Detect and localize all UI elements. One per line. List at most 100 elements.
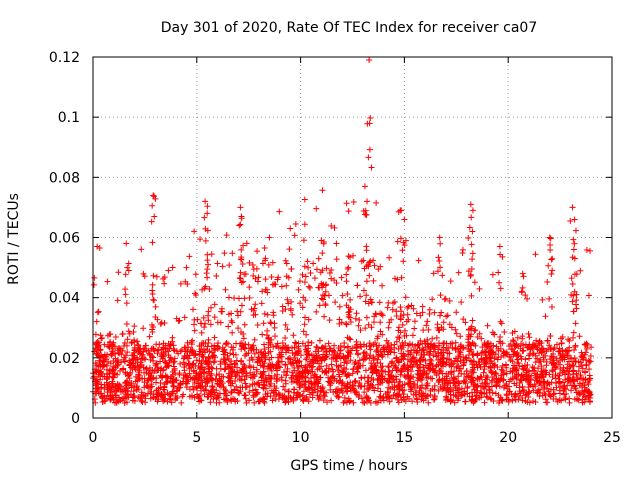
data-point — [314, 344, 321, 351]
data-point — [118, 351, 125, 358]
data-point — [461, 370, 468, 377]
x-tick-label: 0 — [89, 430, 98, 446]
data-point — [316, 395, 323, 402]
data-point — [148, 218, 155, 225]
data-point — [554, 398, 561, 405]
data-point — [169, 388, 176, 395]
data-point — [343, 278, 350, 285]
data-point — [402, 237, 409, 244]
data-point — [318, 237, 325, 244]
data-point — [367, 115, 374, 122]
data-point — [465, 268, 472, 275]
data-point — [325, 365, 332, 372]
data-point — [329, 366, 336, 373]
data-point — [476, 285, 483, 292]
data-point — [204, 360, 211, 367]
data-point — [519, 363, 526, 370]
data-point — [497, 333, 504, 340]
data-point — [309, 356, 316, 363]
data-point — [336, 379, 343, 386]
data-point — [437, 292, 444, 299]
data-point — [207, 321, 214, 328]
data-point — [581, 393, 588, 400]
data-point — [325, 292, 332, 299]
data-point — [452, 346, 459, 353]
data-point — [205, 261, 212, 268]
data-point — [470, 340, 477, 347]
data-point — [568, 275, 575, 282]
data-point — [391, 298, 398, 305]
data-point — [431, 369, 438, 376]
data-point — [251, 305, 258, 312]
data-point — [240, 242, 247, 249]
data-point — [321, 313, 328, 320]
data-point — [526, 350, 533, 357]
data-point — [282, 377, 289, 384]
data-point — [572, 301, 579, 308]
data-point — [587, 358, 594, 365]
data-point — [482, 351, 489, 358]
data-point — [577, 359, 584, 366]
data-point — [303, 385, 310, 392]
data-point — [269, 397, 276, 404]
data-point — [343, 302, 350, 309]
x-tick-label: 15 — [395, 430, 413, 446]
data-point — [572, 227, 579, 234]
data-point — [434, 321, 441, 328]
data-point — [300, 237, 307, 244]
data-point — [321, 292, 328, 299]
data-point — [414, 399, 421, 406]
data-point — [101, 373, 108, 380]
data-point — [307, 368, 314, 375]
data-point — [573, 370, 580, 377]
data-point — [114, 297, 121, 304]
data-point — [533, 337, 540, 344]
data-point — [510, 351, 517, 358]
data-point — [166, 357, 173, 364]
data-point — [301, 263, 308, 270]
y-tick-label: 0.08 — [49, 170, 80, 186]
data-point — [219, 263, 226, 270]
data-point — [374, 356, 381, 363]
data-point — [417, 356, 424, 363]
data-point — [579, 365, 586, 372]
data-point — [389, 306, 396, 313]
data-point — [121, 339, 128, 346]
data-point — [370, 257, 377, 264]
data-point — [453, 364, 460, 371]
data-point — [540, 356, 547, 363]
data-point — [284, 365, 291, 372]
data-point — [284, 296, 291, 303]
data-point — [261, 310, 268, 317]
data-point — [528, 372, 535, 379]
data-point — [367, 352, 374, 359]
data-point — [266, 234, 273, 241]
data-point — [261, 244, 268, 251]
data-point — [97, 332, 104, 339]
data-point — [313, 308, 320, 315]
data-point — [312, 386, 319, 393]
data-point — [117, 386, 124, 393]
data-point — [254, 359, 261, 366]
data-point — [385, 384, 392, 391]
data-point — [496, 397, 503, 404]
data-point — [509, 329, 516, 336]
data-point — [295, 347, 302, 354]
data-point — [153, 360, 160, 367]
data-point — [238, 346, 245, 353]
data-point — [481, 360, 488, 367]
data-point — [427, 375, 434, 382]
data-point — [519, 383, 526, 390]
data-point — [152, 314, 159, 321]
data-point — [457, 357, 464, 364]
data-point — [275, 274, 282, 281]
data-point — [492, 390, 499, 397]
data-point — [286, 388, 293, 395]
data-point — [196, 372, 203, 379]
data-point — [583, 345, 590, 352]
data-point — [420, 397, 427, 404]
data-point — [564, 353, 571, 360]
data-point — [532, 251, 539, 258]
data-point — [265, 261, 272, 268]
data-point — [172, 396, 179, 403]
